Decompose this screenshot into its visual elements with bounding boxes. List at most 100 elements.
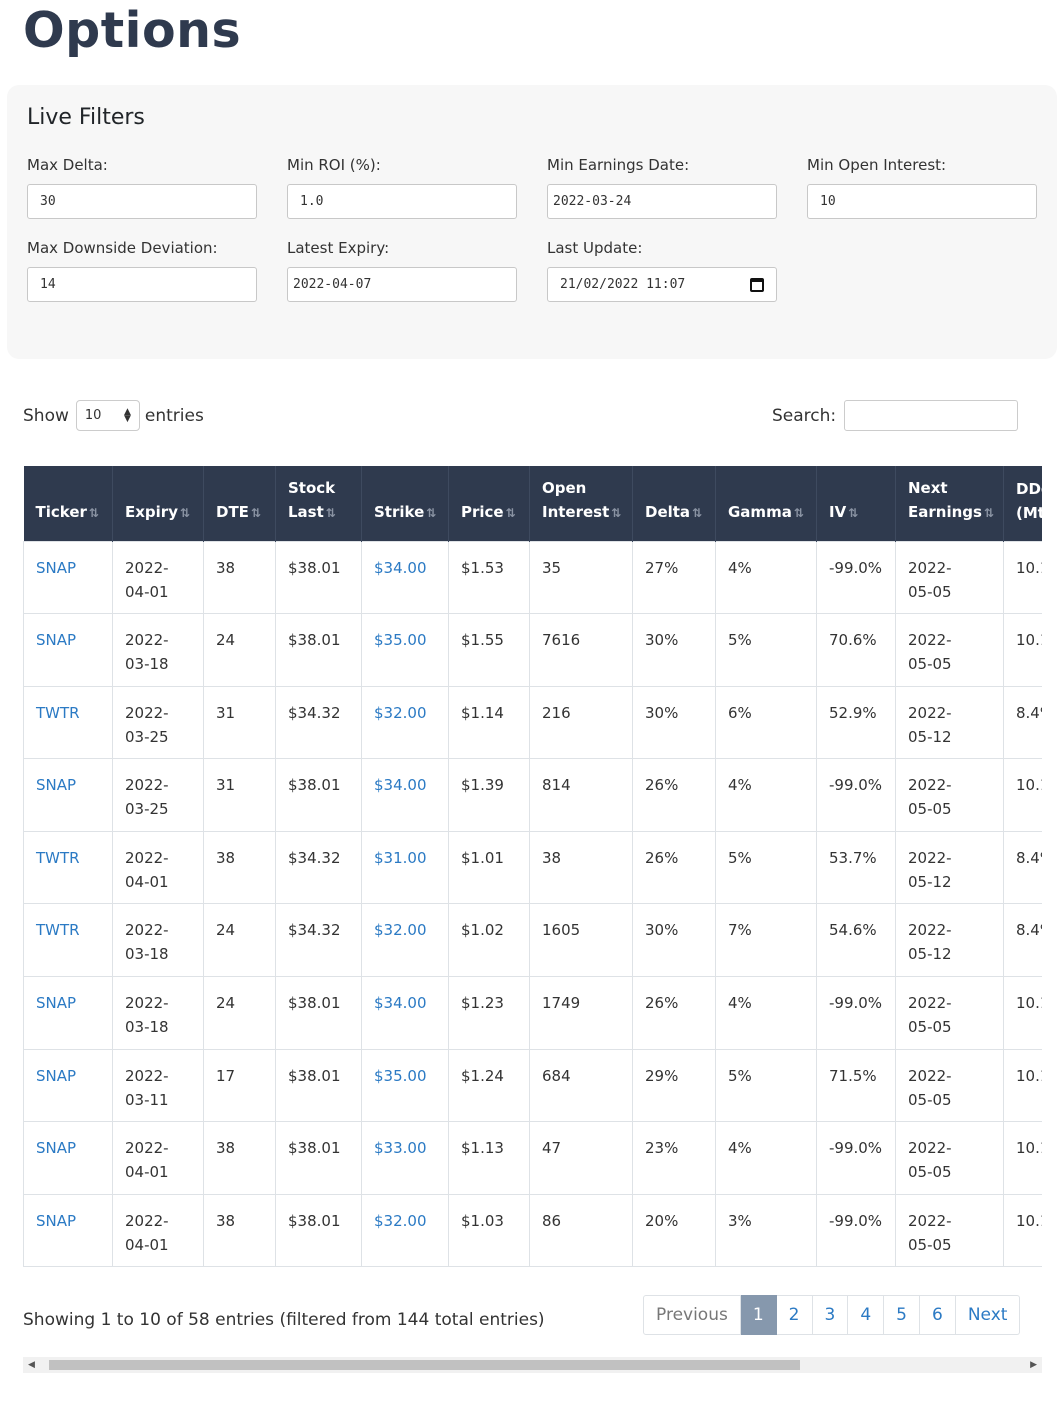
table-cell: 3% [715, 1193, 817, 1267]
strike-link[interactable]: $32.00 [361, 903, 449, 978]
min-roi-input[interactable]: 1.0 [287, 184, 517, 219]
page-button-4[interactable]: 4 [848, 1295, 885, 1335]
column-header-3[interactable]: Stock Last ⇅ [275, 466, 362, 541]
column-header-8[interactable]: Gamma ⇅ [715, 466, 817, 541]
table-row: TWTR 2022- 03-18 24 $34.32 $32.00 $1.02 1605 30%… [23, 903, 1042, 978]
next-page-button[interactable]: Next [955, 1295, 1021, 1335]
column-header-9[interactable]: IV ⇅ [816, 466, 896, 541]
calendar-icon[interactable] [750, 277, 764, 292]
sort-icon[interactable]: ⇅ [692, 505, 703, 520]
strike-link[interactable]: $33.00 [361, 1121, 449, 1195]
table-header-row: Ticker ⇅ Expiry ⇅ DTE ⇅ Stock Last ⇅ Strike ⇅ Price… [23, 466, 1042, 541]
min-earnings-date-input[interactable]: 2022-03-24 [547, 184, 777, 219]
table-cell: 2022- 04-01 [112, 1121, 204, 1195]
ticker-link[interactable]: TWTR [23, 685, 113, 760]
column-header-6[interactable]: Open Interest ⇅ [529, 466, 633, 541]
page-button-5[interactable]: 5 [884, 1295, 920, 1335]
strike-link[interactable]: $34.00 [361, 758, 449, 832]
ticker-link[interactable]: SNAP [23, 1193, 113, 1267]
page-button-3[interactable]: 3 [812, 1295, 849, 1335]
page-button-1[interactable]: 1 [740, 1295, 777, 1335]
column-header-line1: Stock [288, 478, 336, 497]
scrollbar-thumb[interactable] [49, 1360, 800, 1370]
column-header-11[interactable]: DDev (Mth [1003, 466, 1042, 541]
sort-icon[interactable]: ⇅ [325, 505, 336, 520]
latest-expiry-group: Latest Expiry: 2022-04-07 [287, 239, 517, 302]
column-header-label: Last [288, 502, 324, 521]
min-earnings-date-label: Min Earnings Date: [547, 156, 690, 174]
sort-icon[interactable]: ⇅ [505, 505, 516, 520]
ticker-link[interactable]: SNAP [23, 613, 113, 687]
search-input[interactable] [844, 400, 1019, 431]
column-header-label: Price [461, 502, 504, 521]
table-cell: 4% [715, 758, 817, 832]
last-update-value: 21/02/2022 11:07 [560, 277, 686, 292]
last-update-input[interactable]: 21/02/2022 11:07 [547, 267, 777, 302]
table-cell: 5% [715, 1048, 817, 1123]
table-cell: $38.01 [275, 1048, 362, 1123]
horizontal-scrollbar[interactable]: ◀ ▶ [23, 1357, 1042, 1373]
strike-link[interactable]: $32.00 [361, 685, 449, 760]
options-table-container: Ticker ⇅ Expiry ⇅ DTE ⇅ Stock Last ⇅ Strike ⇅ Price… [23, 466, 1042, 1267]
scroll-left-icon[interactable]: ◀ [28, 1360, 35, 1370]
table-cell: $38.01 [275, 540, 362, 615]
strike-link[interactable]: $31.00 [361, 830, 449, 905]
sort-icon[interactable]: ⇅ [426, 505, 437, 520]
sort-icon[interactable]: ⇅ [88, 505, 99, 520]
table-cell: 5% [715, 613, 817, 687]
page-button-6[interactable]: 6 [919, 1295, 956, 1335]
table-cell: -99.0% [816, 1121, 896, 1195]
table-cell: 24 [203, 613, 276, 687]
ticker-link[interactable]: TWTR [23, 830, 113, 905]
table-cell: 86 [529, 1193, 633, 1267]
column-header-2[interactable]: DTE ⇅ [203, 466, 276, 541]
ticker-link[interactable]: SNAP [23, 976, 113, 1050]
table-cell: $1.03 [448, 1193, 530, 1267]
column-header-4[interactable]: Strike ⇅ [361, 466, 449, 541]
column-header-7[interactable]: Delta ⇅ [632, 466, 716, 541]
sort-icon[interactable]: ⇅ [793, 505, 804, 520]
latest-expiry-input[interactable]: 2022-04-07 [287, 267, 517, 302]
column-header-5[interactable]: Price ⇅ [448, 466, 530, 541]
min-open-interest-input[interactable]: 10 [807, 184, 1037, 219]
strike-link[interactable]: $35.00 [361, 613, 449, 687]
max-downside-dev-input[interactable]: 14 [27, 267, 257, 302]
max-delta-input[interactable]: 30 [27, 184, 257, 219]
page-button-2[interactable]: 2 [776, 1295, 813, 1335]
ticker-link[interactable]: TWTR [23, 903, 113, 978]
ticker-link[interactable]: SNAP [23, 1048, 113, 1123]
ticker-link[interactable]: SNAP [23, 540, 113, 615]
table-row: SNAP 2022- 03-11 17 $38.01 $35.00 $1.24 684 29% 5… [23, 1048, 1042, 1123]
table-cell: 8.4% [1003, 685, 1042, 760]
sort-icon[interactable]: ⇅ [179, 505, 191, 520]
table-cell: $1.02 [448, 903, 530, 978]
table-cell: 6% [715, 685, 817, 760]
previous-page-button[interactable]: Previous [643, 1295, 741, 1335]
table-cell: $38.01 [275, 976, 362, 1050]
table-cell: 38 [203, 1121, 276, 1195]
table-cell: 2022- 04-01 [112, 540, 204, 615]
column-header-1[interactable]: Expiry ⇅ [112, 466, 204, 541]
strike-link[interactable]: $32.00 [361, 1193, 449, 1267]
ticker-link[interactable]: SNAP [23, 758, 113, 832]
page-length-select[interactable]: 10 ▲ ▼ [75, 400, 140, 431]
sort-icon[interactable]: ⇅ [983, 505, 994, 520]
scroll-right-icon[interactable]: ▶ [1030, 1360, 1037, 1370]
column-header-label: (Mth [1016, 503, 1042, 522]
strike-link[interactable]: $35.00 [361, 1048, 449, 1123]
table-cell: 24 [203, 976, 276, 1050]
sort-icon[interactable]: ⇅ [848, 505, 859, 520]
table-cell: 10.1 [1003, 758, 1042, 832]
table-cell: 38 [203, 1193, 276, 1267]
table-cell: -99.0% [816, 540, 896, 615]
strike-link[interactable]: $34.00 [361, 540, 449, 615]
strike-link[interactable]: $34.00 [361, 976, 449, 1050]
table-cell: 26% [632, 830, 716, 905]
column-header-0[interactable]: Ticker ⇅ [23, 466, 113, 541]
sort-icon[interactable]: ⇅ [611, 505, 622, 520]
sort-icon[interactable]: ⇅ [250, 505, 261, 520]
min-roi-label: Min ROI (%): [287, 156, 381, 174]
ticker-link[interactable]: SNAP [23, 1121, 113, 1195]
column-header-label: Ticker [35, 502, 87, 521]
column-header-10[interactable]: Next Earnings ⇅ [895, 466, 1004, 541]
